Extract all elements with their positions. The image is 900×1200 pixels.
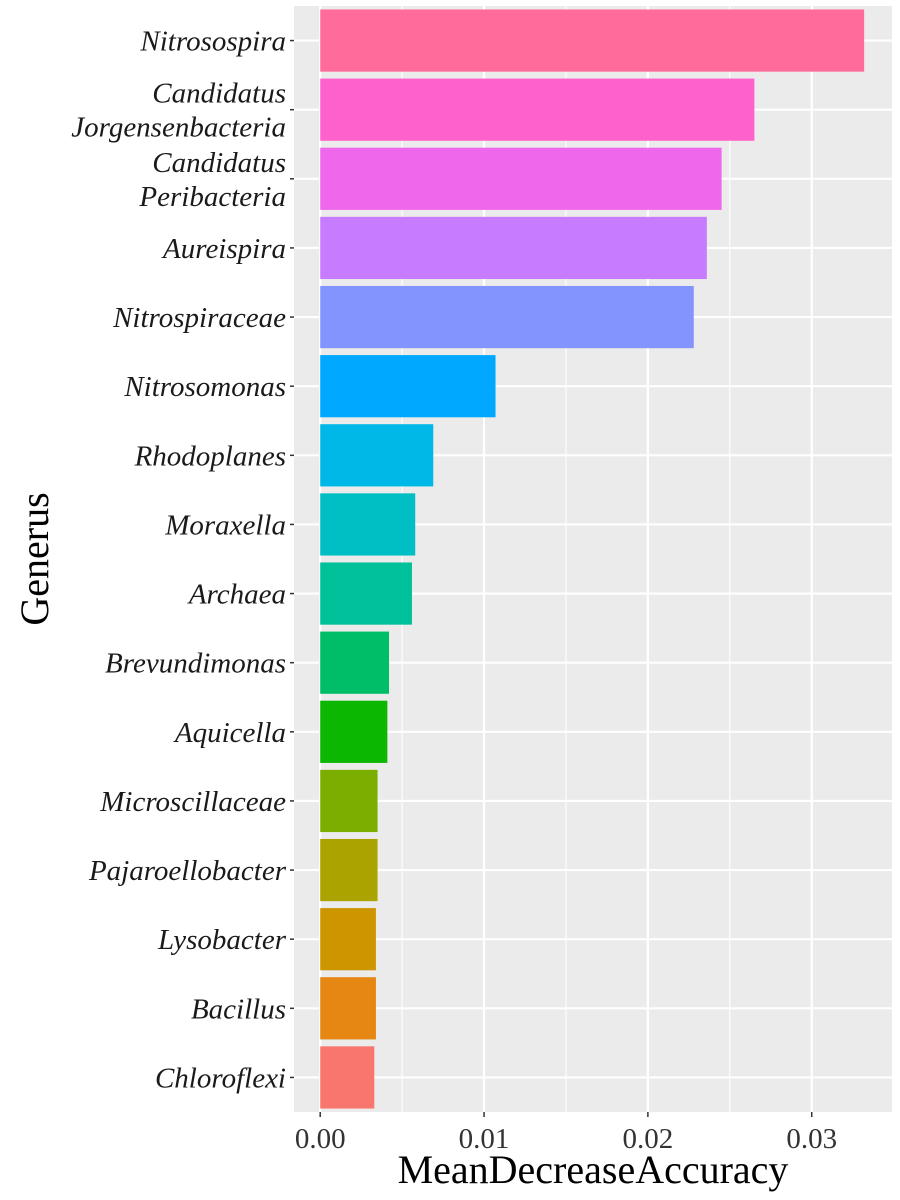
y-tick-label: Aureispira (161, 233, 286, 265)
y-tick-label: Rhodoplanes (134, 440, 286, 472)
y-tick-label: Candidatus Jorgensenbacteria (71, 78, 286, 144)
y-tick-label: Bacillus (191, 993, 286, 1025)
x-tick-label: 0.03 (786, 1123, 837, 1155)
y-tick-label: Nitrosomonas (123, 371, 286, 403)
bar (320, 216, 707, 280)
bar (320, 147, 722, 210)
bar (320, 769, 378, 833)
bar (320, 562, 412, 625)
x-axis: 0.00 0.01 0.02 0.03 (295, 1112, 837, 1155)
y-tick-label: Aquicella (173, 717, 286, 749)
y-tick-label: Nitrosospira (139, 26, 286, 58)
y-tick-label: Nitrospiraceae (112, 302, 286, 334)
bar (320, 424, 434, 487)
bar (320, 493, 416, 556)
y-tick-label: Brevundimonas (105, 648, 286, 680)
y-tick-label: Chloroflexi (155, 1062, 286, 1094)
bar (320, 977, 376, 1040)
bars (320, 9, 865, 1109)
x-tick-label: 0.00 (295, 1123, 346, 1155)
y-tick-label: Pajaroellobacter (88, 855, 287, 887)
x-tick-label: 0.01 (459, 1123, 510, 1155)
bar (320, 9, 865, 72)
y-tick-label: Moraxella (164, 509, 286, 541)
bar (320, 355, 496, 418)
bar (320, 285, 694, 349)
bar (320, 78, 755, 141)
y-tick-label: Candidatus Peribacteria (138, 147, 286, 213)
y-tick-label: Archaea (187, 579, 286, 611)
y-axis-title: Generus (12, 492, 57, 625)
x-axis-title: MeanDecreaseAccuracy (398, 1147, 789, 1192)
x-tick-label: 0.02 (623, 1123, 674, 1155)
bar (320, 838, 378, 902)
y-tick-label: Microscillaceae (99, 786, 286, 818)
bar (320, 631, 390, 694)
bar (320, 700, 388, 763)
bar (320, 1046, 375, 1109)
y-tick-label: Lysobacter (157, 924, 287, 956)
bar (320, 908, 376, 971)
